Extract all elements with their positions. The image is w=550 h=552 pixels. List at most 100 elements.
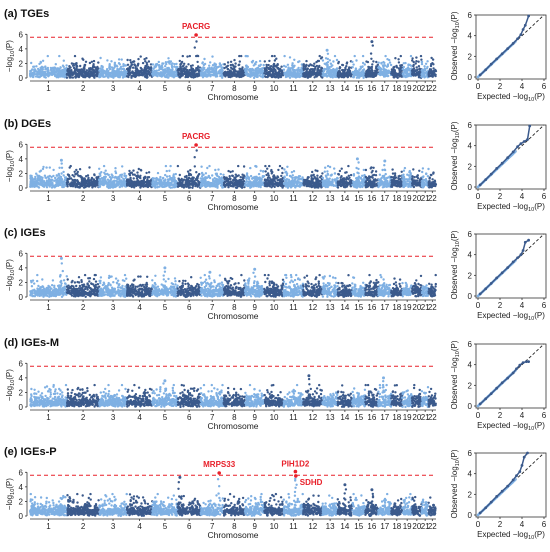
panel-b-snp-point bbox=[246, 182, 250, 186]
panel-b-snp-point bbox=[83, 177, 86, 181]
panel-a-snp-point bbox=[424, 75, 427, 78]
panel-a-snp-point bbox=[360, 70, 363, 74]
panel-b-snp-point bbox=[190, 180, 193, 183]
panel-b-snp-point bbox=[58, 166, 61, 169]
panel-a-snp-point bbox=[351, 66, 354, 69]
panel-a-snp-point bbox=[280, 65, 283, 68]
panel-b-snp-point bbox=[293, 176, 296, 179]
panel-a-snp-point bbox=[209, 61, 212, 64]
panel-b-snp-point bbox=[98, 167, 101, 170]
panel-a-snp-point bbox=[419, 54, 423, 58]
panel-b-snp-point bbox=[296, 176, 300, 179]
panel-b-snp-point bbox=[279, 179, 283, 182]
panel-a-snp-point bbox=[97, 61, 100, 64]
panel-a-snp-point bbox=[226, 61, 230, 64]
panel-b-snp-point bbox=[283, 168, 286, 171]
panel-a-snp-point bbox=[238, 75, 242, 79]
panel-a-snp-point bbox=[133, 60, 136, 63]
panel-b-snp-point bbox=[266, 167, 269, 170]
panel-a-snp-point bbox=[401, 67, 405, 71]
panel-a-title: (a) TGEs bbox=[4, 8, 49, 20]
panel-a-qq-xtick-label: 2 bbox=[498, 82, 503, 91]
panel-a-snp-point bbox=[111, 70, 114, 74]
panel-b-snp-point bbox=[67, 178, 70, 181]
panel-a-snp-point bbox=[40, 72, 43, 75]
panel-b-snp-point bbox=[237, 181, 240, 185]
panel-a-snp-point bbox=[335, 58, 339, 62]
panel-a-snp-point bbox=[166, 76, 170, 79]
panel-a-qq-xtick-label: 6 bbox=[542, 82, 547, 91]
panel-a-snp-point bbox=[117, 71, 120, 74]
panel-a-snp-point bbox=[415, 66, 418, 69]
panel-a-snp-point bbox=[323, 69, 326, 72]
panel-a-snp-point bbox=[151, 63, 155, 66]
panel-a-snp-point bbox=[312, 73, 315, 76]
panel-b-snp-point bbox=[78, 181, 81, 185]
panel-a-snp-point bbox=[383, 70, 387, 73]
panel-b-snp-point bbox=[173, 185, 177, 189]
panel-a-snp-point bbox=[372, 60, 375, 63]
panel-a-snp-point bbox=[121, 72, 124, 76]
panel-a-snp-point bbox=[179, 65, 182, 69]
panel-a-snp-point bbox=[306, 67, 309, 70]
panel-a-snp-point bbox=[137, 73, 140, 77]
panel-b-snp-point bbox=[89, 182, 93, 185]
panel-b-snp-point bbox=[84, 185, 87, 189]
panel-a-snp-point bbox=[178, 59, 181, 63]
panel-a-snp-point bbox=[318, 70, 322, 73]
panel-a-snp-point bbox=[395, 64, 398, 68]
panel-b-snp-point bbox=[207, 174, 210, 178]
panel-b-snp-point bbox=[98, 185, 102, 188]
panel-b-snp-point bbox=[229, 183, 232, 186]
panel-b-snp-point bbox=[135, 174, 138, 178]
panel-a-snp-point bbox=[409, 54, 413, 58]
panel-a-peak-point bbox=[325, 48, 329, 52]
panel-a-snp-point bbox=[55, 76, 58, 79]
panel-a-xtick-label: 13 bbox=[326, 84, 335, 93]
panel-a-snp-point bbox=[277, 76, 280, 79]
panel-b-snp-point bbox=[91, 184, 94, 187]
panel-b-snp-point bbox=[239, 176, 242, 179]
panel-a-snp-point bbox=[39, 68, 42, 72]
panel-b-snp-point bbox=[292, 180, 295, 183]
panel-a-snp-point bbox=[344, 66, 347, 70]
panel-a-snp-point bbox=[123, 75, 126, 78]
panel-a-snp-point bbox=[268, 71, 271, 75]
panel-b-snp-point bbox=[234, 186, 238, 189]
panel-b-snp-point bbox=[316, 174, 319, 177]
panel-b-snp-point bbox=[274, 180, 277, 183]
panel-a-snp-point bbox=[122, 70, 126, 74]
panel-b-snp-point bbox=[120, 173, 124, 176]
panel-b-snp-point bbox=[227, 169, 230, 173]
panel-b-snp-point bbox=[139, 181, 142, 184]
panel-a-snp-point bbox=[128, 71, 131, 74]
panel-a-snp-point bbox=[230, 72, 233, 76]
panel-b-snp-point bbox=[257, 182, 261, 185]
panel-a-snp-point bbox=[231, 75, 234, 78]
panel-a-snp-point bbox=[227, 70, 231, 74]
panel-a-snp-point bbox=[63, 67, 66, 71]
panel-b-snp-point bbox=[75, 168, 78, 172]
panel-a-snp-point bbox=[46, 66, 50, 70]
panel-a-snp-point bbox=[118, 63, 122, 66]
panel-a-snp-point bbox=[71, 76, 75, 79]
panel-a-snp-point bbox=[148, 67, 152, 71]
panel-a-snp-point bbox=[188, 54, 191, 58]
panel-a-snp-point bbox=[89, 72, 93, 76]
panel-a-snp-point bbox=[397, 58, 400, 61]
panel-b-snp-point bbox=[270, 172, 273, 175]
panel-b-ytick-label: 0 bbox=[19, 184, 24, 193]
panel-b-snp-point bbox=[151, 177, 154, 180]
panel-a-snp-point bbox=[399, 64, 402, 67]
panel-a-snp-point bbox=[417, 65, 421, 68]
panel-b-snp-point bbox=[234, 173, 237, 176]
panel-a-snp-point bbox=[414, 73, 417, 76]
panel-a-snp-point bbox=[117, 58, 121, 61]
panel-a-xtick-label: 15 bbox=[354, 84, 363, 93]
panel-a-snp-point bbox=[273, 68, 277, 71]
panel-b-snp-point bbox=[57, 180, 60, 183]
panel-b-snp-point bbox=[48, 166, 51, 169]
panel-a-snp-point bbox=[420, 58, 423, 61]
panel-a-snp-point bbox=[218, 65, 221, 68]
panel-b-snp-point bbox=[164, 173, 167, 177]
